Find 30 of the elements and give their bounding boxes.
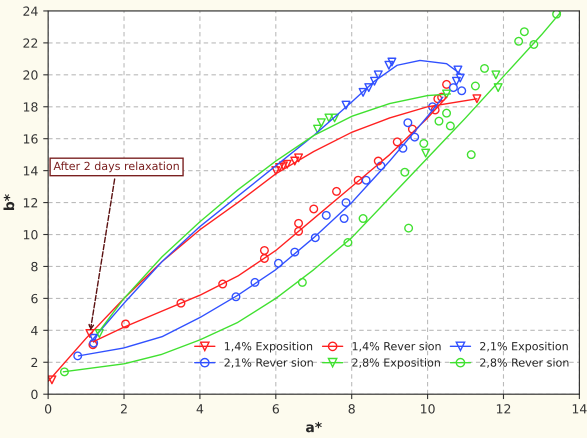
legend-label: 1,4% Exposition — [224, 342, 312, 353]
y-tick-label: 16 — [24, 134, 38, 144]
y-tick-label: 12 — [24, 198, 38, 208]
x-tick-label: 8 — [348, 404, 355, 414]
annotation: After 2 days relaxation — [54, 162, 179, 172]
y-tick-label: 18 — [24, 102, 38, 112]
x-tick-label: 12 — [496, 404, 510, 414]
x-axis-title: a* — [306, 422, 322, 432]
y-tick-label: 8 — [31, 262, 38, 272]
y-tick-label: 14 — [24, 166, 38, 176]
legend-label: 2,1% Exposition — [480, 342, 568, 353]
y-tick-label: 6 — [31, 294, 38, 304]
legend-label: 2,8% Rever sion — [480, 358, 568, 368]
y-axis-title: b* — [4, 194, 14, 210]
y-tick-label: 0 — [31, 390, 38, 400]
x-tick-label: 4 — [196, 404, 204, 414]
x-tick-label: 2 — [120, 404, 127, 414]
legend-label: 1,4% Rever sion — [352, 342, 441, 352]
y-tick-label: 20 — [23, 70, 38, 80]
y-tick-label: 24 — [23, 6, 38, 16]
y-tick-label: 22 — [23, 38, 38, 48]
x-tick-label: 10 — [421, 404, 435, 414]
y-tick-label: 10 — [24, 230, 38, 240]
x-tick-label: 14 — [572, 404, 587, 414]
y-tick-label: 2 — [31, 358, 38, 368]
x-tick-label: 6 — [272, 404, 279, 414]
legend-label: 2,8% Exposition — [352, 358, 440, 369]
legend-label: 2,1% Rever sion — [224, 358, 313, 368]
x-tick-label: 0 — [44, 404, 52, 414]
y-tick-label: 4 — [31, 326, 38, 336]
